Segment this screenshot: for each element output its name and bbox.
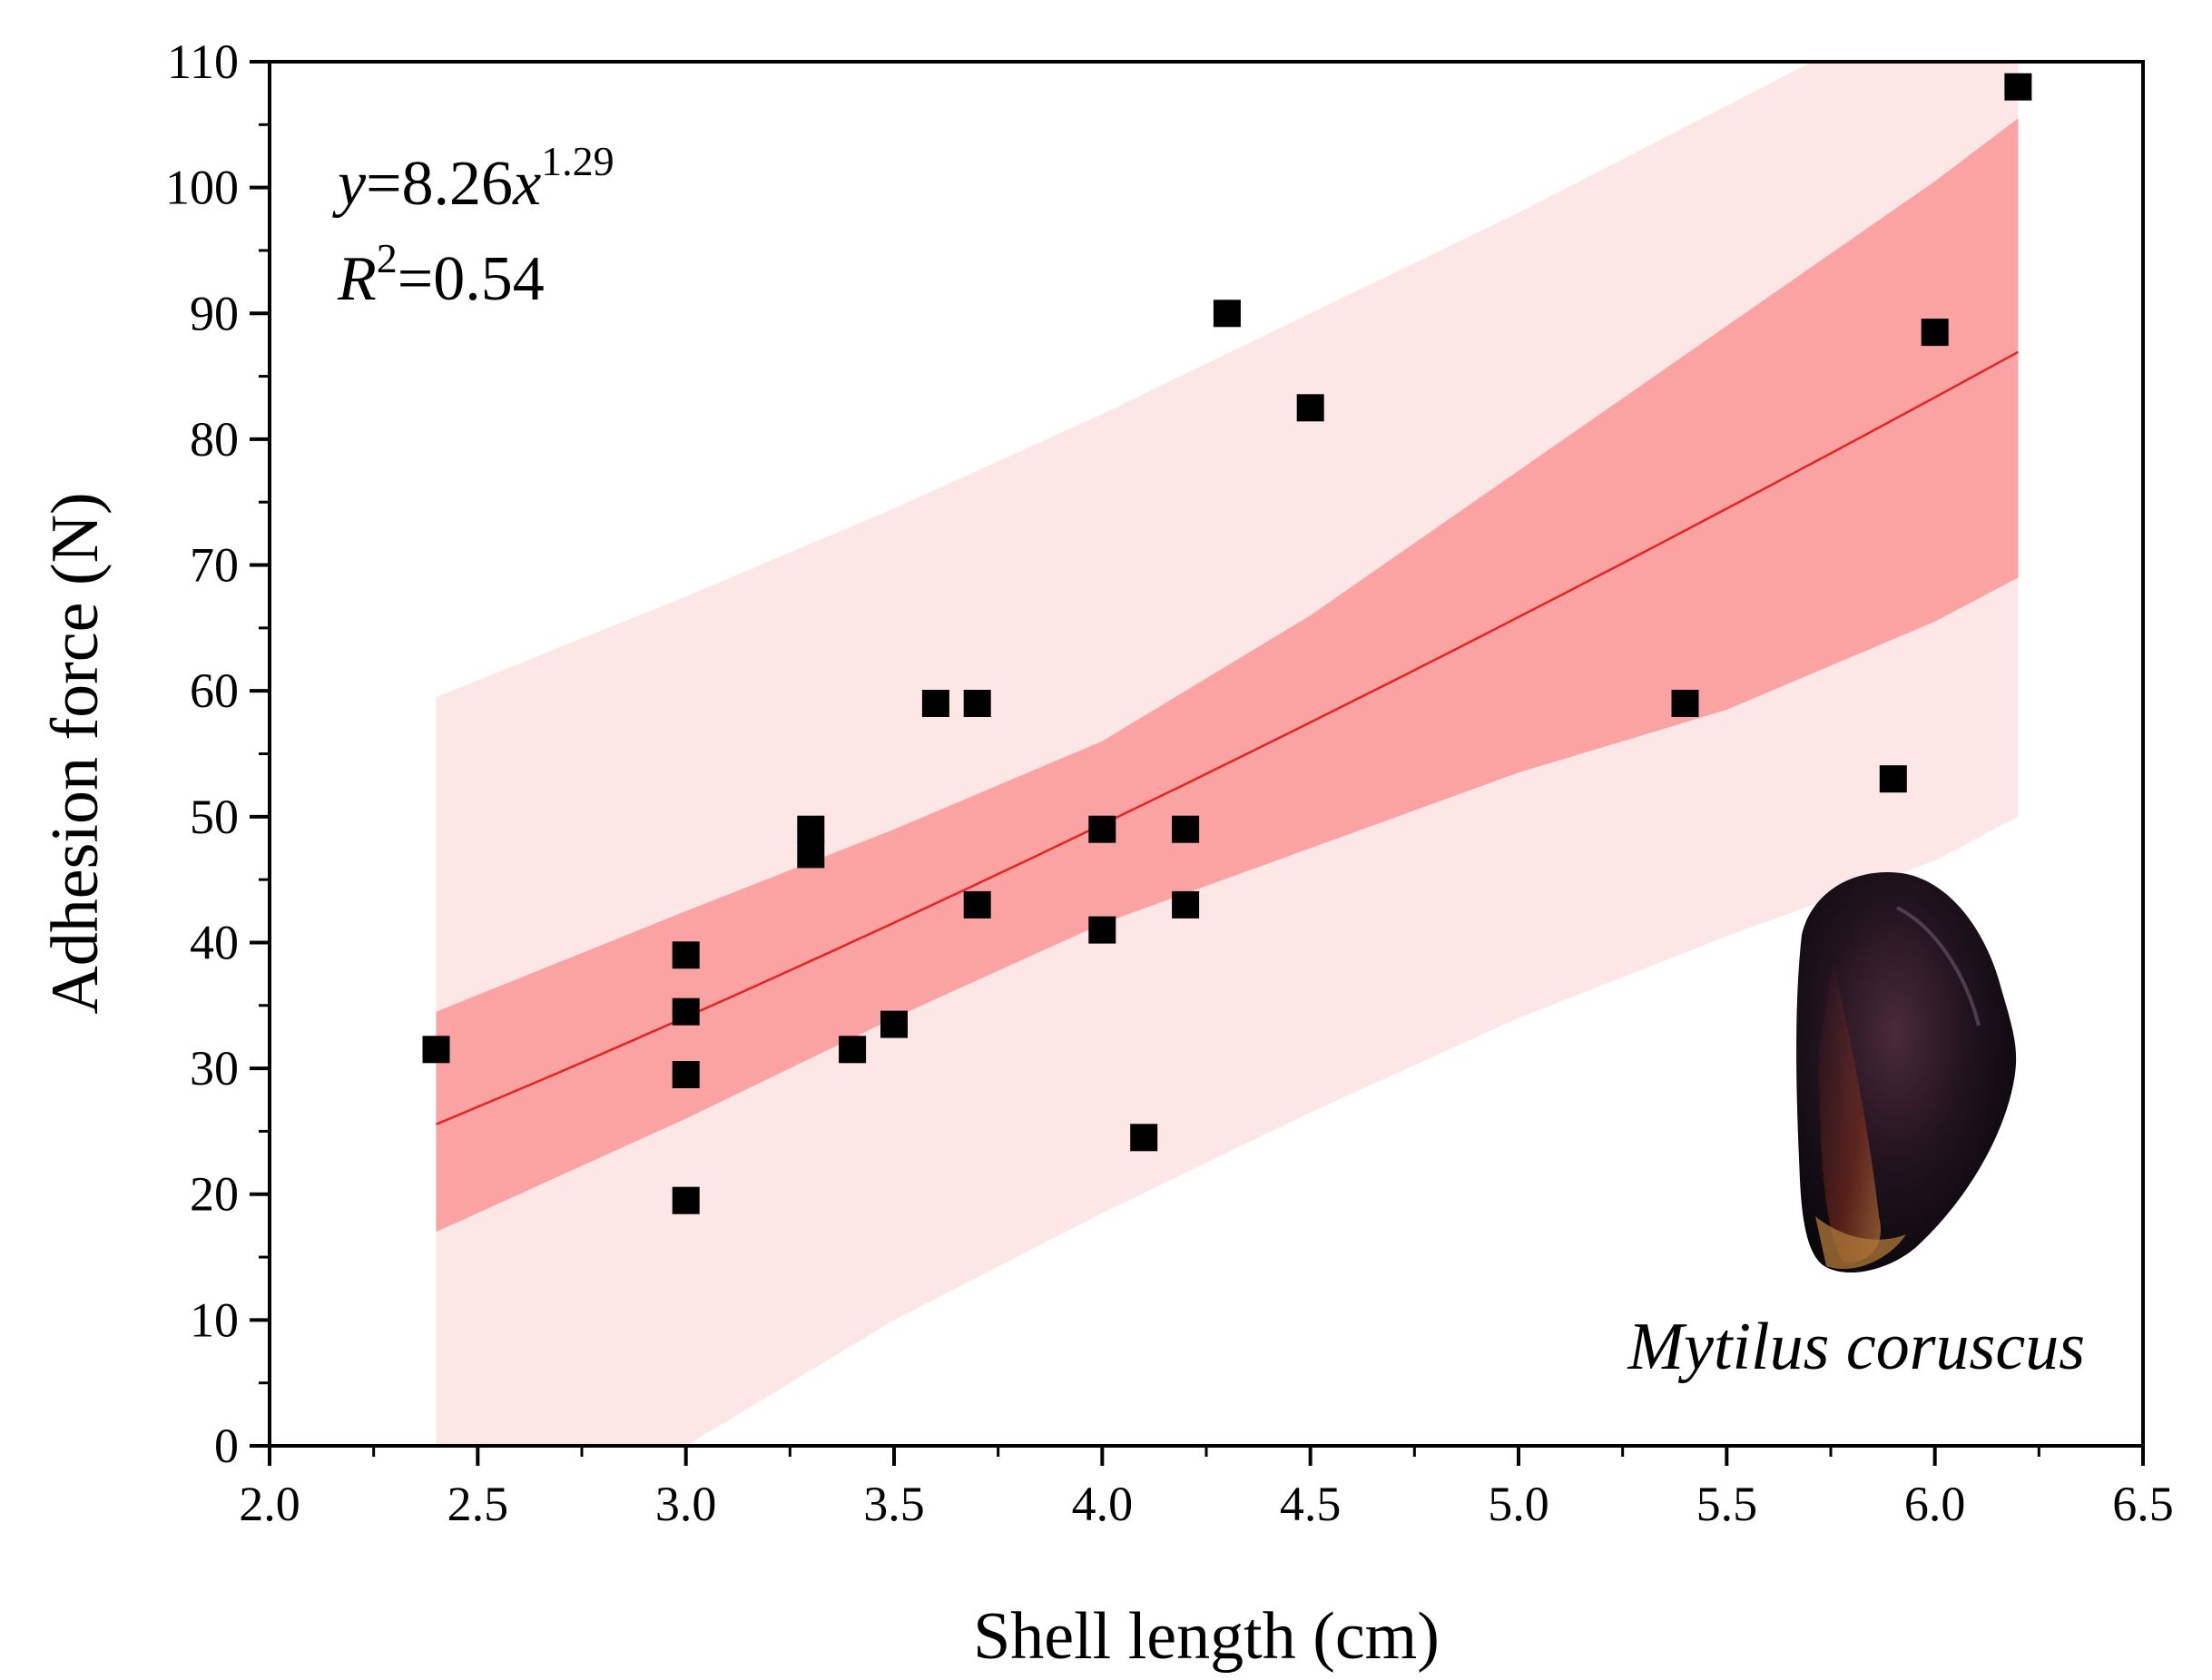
- y-tick-label: 40: [190, 915, 239, 969]
- x-tick-label: 6.0: [1904, 1477, 1966, 1531]
- data-point: [1879, 765, 1907, 793]
- data-point: [672, 941, 700, 969]
- y-tick-label: 20: [190, 1167, 239, 1222]
- fit-equation: y=8.26x1.29: [332, 138, 614, 219]
- species-label: Mytilus coruscus: [1627, 1310, 2085, 1384]
- data-point: [797, 815, 825, 843]
- y-tick-label: 10: [190, 1292, 239, 1347]
- x-tick-label: 2.0: [239, 1477, 300, 1531]
- y-tick-label: 80: [190, 412, 239, 467]
- x-tick-label: 3.5: [863, 1477, 925, 1531]
- data-point: [672, 997, 700, 1026]
- y-tick-label: 90: [190, 286, 239, 340]
- x-tick-label: 4.0: [1072, 1477, 1134, 1531]
- data-point: [797, 840, 825, 869]
- data-point: [839, 1036, 867, 1064]
- x-tick-label: 5.0: [1488, 1477, 1549, 1531]
- y-tick-label: 110: [167, 34, 239, 89]
- y-tick-label: 30: [190, 1041, 239, 1095]
- y-tick-label: 50: [190, 790, 239, 844]
- data-point: [422, 1036, 450, 1064]
- x-tick-label: 3.0: [655, 1477, 717, 1531]
- fit-curve: [436, 350, 2019, 1125]
- mussel-image: [1796, 871, 2017, 1273]
- data-point: [1172, 815, 1200, 843]
- data-point: [1296, 394, 1324, 422]
- x-axis: 2.0 2.5 3.0 3.5 4.0 4.5 5.0 5.5 6.0 6.5: [239, 1446, 2174, 1531]
- confidence-band: [436, 118, 2019, 1233]
- y-axis: 0 10 20 30 40 50 60 70 80 90 100 110: [165, 34, 270, 1473]
- data-point: [1088, 916, 1116, 944]
- y-tick-label: 100: [165, 161, 239, 215]
- y-tick-label: 0: [214, 1419, 239, 1473]
- data-point: [880, 1010, 908, 1038]
- data-point: [921, 690, 949, 717]
- data-point: [672, 1061, 700, 1088]
- data-point: [672, 1186, 700, 1214]
- data-point: [963, 890, 991, 919]
- data-point: [1172, 890, 1200, 919]
- data-point: [2004, 73, 2032, 101]
- data-point: [963, 690, 991, 717]
- x-axis-title: Shell length (cm): [973, 1599, 1440, 1674]
- y-tick-label: 70: [190, 538, 239, 593]
- r-squared: R2=0.54: [337, 235, 545, 314]
- y-tick-label: 60: [190, 663, 239, 718]
- data-point: [1213, 300, 1241, 328]
- data-point: [1130, 1124, 1158, 1152]
- x-tick-label: 6.5: [2112, 1477, 2174, 1531]
- x-tick-label: 2.5: [447, 1477, 509, 1531]
- x-tick-label: 5.5: [1696, 1477, 1758, 1531]
- y-axis-title: Adhesion force (N): [38, 492, 113, 1014]
- x-tick-label: 4.5: [1280, 1477, 1342, 1531]
- data-point: [1921, 319, 1949, 347]
- data-point: [1088, 815, 1116, 843]
- data-point: [1671, 690, 1699, 717]
